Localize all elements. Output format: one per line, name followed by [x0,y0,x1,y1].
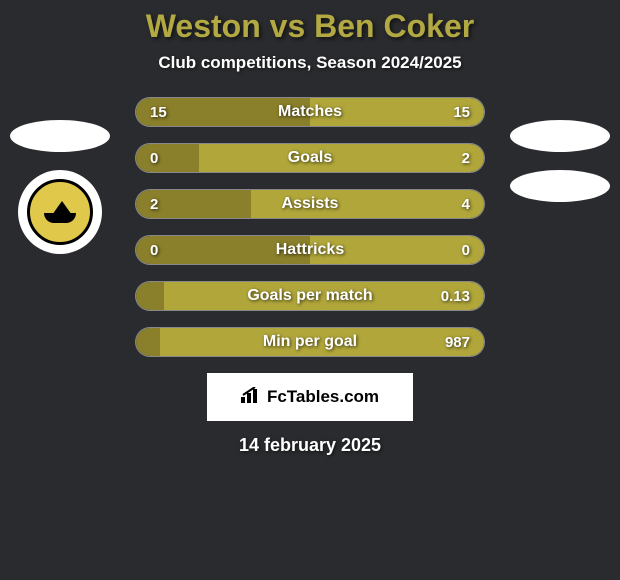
date-text: 14 february 2025 [0,435,620,456]
ship-icon [40,197,80,227]
stat-label: Goals [136,144,484,172]
left-team-badges [10,120,110,254]
stat-row: 0Hattricks0 [135,235,485,265]
page-title: Weston vs Ben Coker [0,8,620,45]
boston-united-badge [18,170,102,254]
ellipse-badge-icon [510,170,610,202]
stat-label: Matches [136,98,484,126]
ellipse-badge-icon [10,120,110,152]
stat-value-right: 2 [462,144,470,172]
footer-text: FcTables.com [267,387,379,407]
stat-label: Min per goal [136,328,484,356]
stat-row: 2Assists4 [135,189,485,219]
stat-row: Goals per match0.13 [135,281,485,311]
stats-panel: 15Matches150Goals22Assists40Hattricks0Go… [135,97,485,357]
right-team-badges [510,120,610,220]
stat-value-right: 0.13 [441,282,470,310]
footer-attribution: FcTables.com [207,373,413,421]
stat-value-right: 4 [462,190,470,218]
stat-label: Assists [136,190,484,218]
infographic-container: Weston vs Ben Coker Club competitions, S… [0,0,620,580]
stat-row: 0Goals2 [135,143,485,173]
stat-label: Goals per match [136,282,484,310]
subtitle: Club competitions, Season 2024/2025 [0,53,620,73]
stat-value-right: 987 [445,328,470,356]
chart-icon [241,387,261,408]
stat-value-right: 15 [453,98,470,126]
badge-inner [27,179,93,245]
stat-label: Hattricks [136,236,484,264]
stat-row: Min per goal987 [135,327,485,357]
stat-value-right: 0 [462,236,470,264]
stat-row: 15Matches15 [135,97,485,127]
ellipse-badge-icon [510,120,610,152]
